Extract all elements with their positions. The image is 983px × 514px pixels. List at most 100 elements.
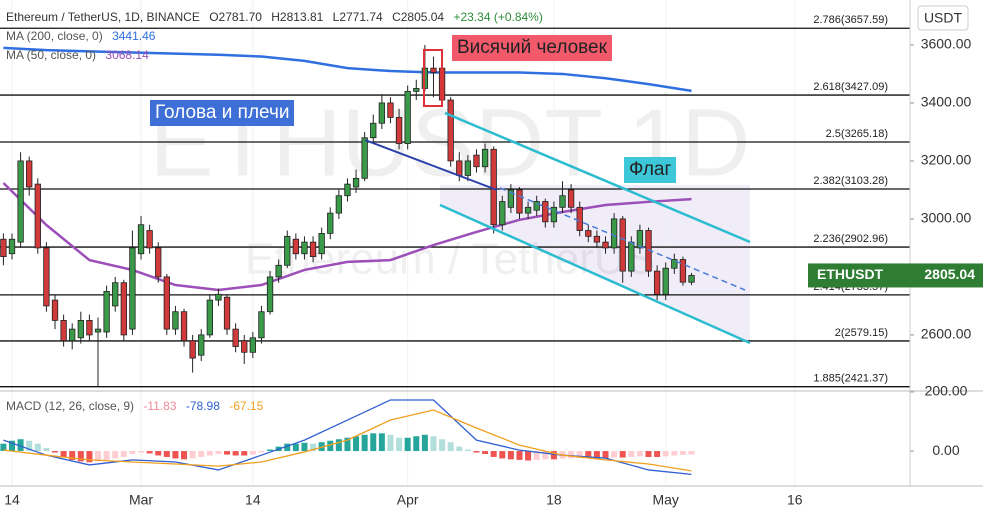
- candle-body: [94, 328, 102, 333]
- histogram-bar: [181, 451, 188, 460]
- candle-body: [370, 122, 377, 139]
- candle-body: [0, 238, 7, 258]
- symbol-title: Ethereum / TetherUS, 1D, BINANCE: [6, 10, 200, 24]
- histogram-bar: [499, 451, 506, 459]
- histogram-bar: [482, 451, 489, 454]
- candle-body: [593, 235, 601, 243]
- last-price-tag: [808, 263, 983, 288]
- ma-value: 3441.46: [112, 29, 156, 43]
- histogram-bar: [163, 451, 170, 457]
- x-tick-label: May: [652, 492, 678, 508]
- candle-body: [387, 102, 394, 118]
- histogram-bar: [249, 451, 256, 455]
- histogram-bar: [473, 451, 480, 453]
- fib-label: 2.786(3657.59): [813, 14, 888, 26]
- histogram-bar: [619, 451, 626, 458]
- candle-body: [499, 201, 506, 226]
- candle-body: [232, 328, 239, 347]
- candle-body: [516, 189, 523, 214]
- histogram-bar: [86, 451, 93, 463]
- signal-value: -67.15: [229, 399, 264, 413]
- candle-body: [378, 102, 386, 124]
- histogram-bar: [550, 451, 557, 460]
- histogram-bar: [26, 440, 33, 452]
- histogram-bar: [378, 433, 385, 452]
- histogram-bar: [155, 451, 162, 456]
- y-tick-label: 2600.00: [921, 326, 972, 342]
- candle-body: [576, 206, 583, 231]
- annotation-label: Голова и плечи: [150, 100, 295, 126]
- histogram-bar: [310, 443, 317, 452]
- candle-body: [481, 148, 489, 168]
- y-tick-label: 3600.00: [921, 36, 972, 52]
- candle-body: [8, 238, 16, 255]
- symbol-header: Ethereum / TetherUS, 1D, BINANCE O2781.7…: [6, 10, 549, 24]
- candle-body: [275, 264, 282, 278]
- candle-body: [309, 241, 317, 258]
- histogram-bar: [112, 451, 119, 459]
- candle-body: [619, 218, 626, 272]
- candle-body: [266, 276, 274, 313]
- candle-body: [628, 241, 635, 272]
- candle-body: [335, 195, 343, 214]
- candle-body: [34, 183, 41, 249]
- candle-body: [688, 275, 695, 283]
- last-price-value: 2805.04: [924, 266, 975, 282]
- histogram-bar: [585, 451, 592, 459]
- ohlc-change: +23.34 (+0.84%): [453, 10, 543, 24]
- candle-body: [120, 282, 127, 336]
- histogram-bar: [43, 448, 50, 452]
- channel-mid: [499, 187, 746, 291]
- fib-label: 2.618(3427.09): [813, 81, 888, 93]
- histogram-bar: [335, 439, 342, 452]
- candle-body: [585, 230, 592, 237]
- histogram-bar: [232, 451, 239, 456]
- histogram-bar: [17, 439, 24, 452]
- candle-body: [327, 212, 334, 234]
- main-layer: 2.786(3657.59) 2.618(3427.09) 2.5(3265.18)…: [0, 14, 910, 476]
- y-tick-label: 3200.00: [921, 152, 972, 168]
- candle-body: [464, 160, 472, 176]
- histogram-bar: [421, 434, 428, 452]
- candle-body: [602, 241, 609, 249]
- macd-header: MACD (12, 26, close, 9) -11.83 -78.98 -6…: [6, 399, 269, 413]
- last-price-name: ETHUSDT: [817, 266, 884, 282]
- candle-body: [636, 230, 644, 249]
- candle-body: [249, 337, 256, 353]
- candle-body: [129, 247, 136, 330]
- unit-label: USDT: [924, 10, 963, 26]
- unit-box: [917, 5, 969, 31]
- histogram-bar: [52, 451, 59, 453]
- neckline: [364, 139, 498, 191]
- histogram-bar: [138, 451, 145, 453]
- candle-body: [395, 117, 403, 144]
- histogram-bar: [370, 433, 377, 452]
- candle-body: [258, 311, 265, 339]
- histogram-bar: [542, 451, 549, 460]
- candle-body: [473, 154, 480, 168]
- histogram-bar: [611, 451, 618, 458]
- histogram-bar: [60, 451, 67, 457]
- candle-body: [507, 189, 515, 208]
- fib-label: 2(2579.15): [835, 327, 888, 339]
- histogram-bar: [8, 440, 15, 452]
- channel-bottom: [439, 203, 751, 345]
- hist-value: -11.83: [143, 399, 177, 413]
- ohlc-low: L2771.74: [332, 10, 383, 24]
- candle-body: [86, 320, 93, 336]
- histogram-bar: [224, 451, 231, 455]
- histogram-bar: [628, 451, 635, 457]
- candle-body: [206, 299, 213, 336]
- histogram-bar: [215, 451, 222, 454]
- histogram-bar: [456, 446, 463, 452]
- candle-body: [533, 201, 540, 211]
- histogram-bar: [344, 437, 351, 452]
- candle-body: [163, 276, 170, 330]
- histogram-bar: [593, 451, 600, 459]
- histogram-bar: [688, 451, 695, 455]
- candle-body: [155, 247, 162, 278]
- histogram-bar: [301, 442, 308, 452]
- candle-body: [352, 177, 360, 188]
- candle-body: [112, 282, 119, 307]
- candle-body: [404, 90, 411, 144]
